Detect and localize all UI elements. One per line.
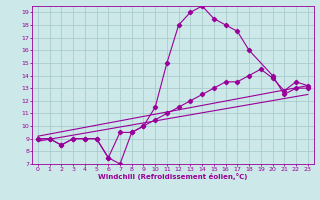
X-axis label: Windchill (Refroidissement éolien,°C): Windchill (Refroidissement éolien,°C): [98, 173, 247, 180]
